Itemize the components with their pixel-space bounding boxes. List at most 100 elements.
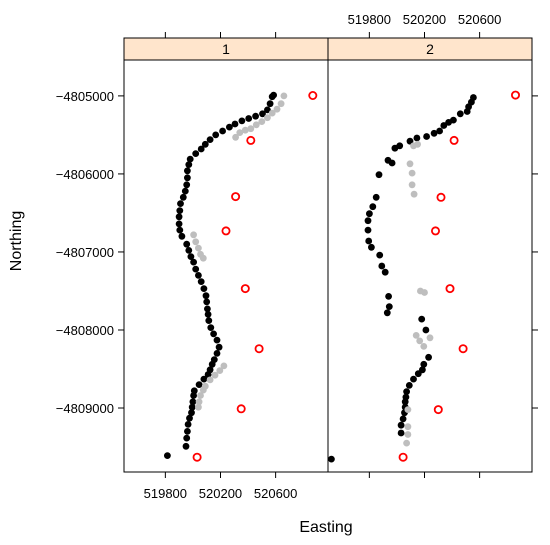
y-axis-title: Northing [8,211,25,271]
point-black [192,265,200,273]
point-grey [408,169,416,177]
point-black [188,403,196,411]
point-grey [195,403,202,411]
point-grey [403,439,410,447]
y-tick-label: −4805000 [56,89,114,104]
point-grey [195,398,203,406]
point-grey [420,343,428,350]
point-black [175,220,183,228]
point-black [200,375,208,383]
point-black [383,309,391,317]
point-black [376,251,384,259]
point-red [458,344,468,354]
point-black [397,421,405,429]
x-axis-title: Easting [299,519,352,536]
point-black [365,237,373,245]
point-black [206,366,214,374]
point-black [231,120,239,128]
point-black [399,415,407,423]
point-red [240,284,250,294]
point-black [420,360,428,368]
point-red [510,90,520,100]
point-red [433,405,443,415]
point-black [422,326,430,334]
point-black [201,140,209,148]
point-red [308,91,318,101]
point-black [212,131,220,139]
point-grey [268,109,276,117]
point-black [210,330,218,338]
point-black [436,127,443,135]
point-black [205,317,213,324]
point-grey [232,133,240,141]
point-black [176,226,184,234]
point-black [364,217,372,225]
y-tick-label: −4808000 [56,323,114,338]
point-black [164,452,171,459]
point-black [184,421,192,428]
point-black [213,336,221,344]
point-red [449,135,459,145]
point-red [192,452,202,462]
point-black [204,305,211,313]
point-grey [192,238,200,246]
point-grey [404,431,412,438]
tick-marks [118,32,538,478]
point-black [195,381,203,388]
point-grey [190,231,198,239]
point-black [402,393,410,401]
point-black [430,129,438,137]
point-grey [410,190,418,198]
point-black [388,159,396,167]
point-black [185,161,193,169]
point-black [186,414,193,422]
point-black [259,110,266,118]
point-black [450,116,457,124]
point-red [236,404,246,414]
point-red [436,192,446,202]
point-black [413,134,421,142]
point-black [396,142,404,150]
point-grey [195,244,202,252]
point-black [405,382,413,389]
point-grey [416,337,424,345]
point-black [366,210,373,218]
point-grey [414,140,421,148]
panel-frame-1 [123,59,329,473]
point-black [183,434,191,442]
point-black [226,123,233,131]
point-black [188,409,195,417]
y-tick-label: −4806000 [56,167,114,182]
y-tick-label: −4807000 [56,245,114,260]
data-points [164,90,520,463]
strip-label-1: 1 [222,41,230,57]
point-grey [412,332,420,339]
point-black [189,398,197,406]
point-black [245,115,253,122]
point-grey [258,118,266,125]
point-black [181,187,189,195]
point-black [397,429,405,437]
x-tick-label-bottom: 519800 [144,486,187,501]
x-tick-label-top: 520200 [403,12,446,27]
point-black [207,324,215,331]
point-grey [404,423,412,431]
point-black [202,292,210,300]
point-black [419,366,426,374]
point-black [187,253,195,260]
point-black [182,442,190,450]
point-black [364,226,372,234]
x-tick-label-bottom: 520200 [199,486,242,501]
strip-label-2: 2 [426,41,434,57]
point-black [403,388,410,395]
point-red [231,192,241,202]
point-grey [408,181,416,189]
point-black [385,303,393,310]
point-black [183,240,191,248]
point-black [418,315,426,323]
point-black [184,167,191,175]
point-black [175,213,183,221]
point-red [246,135,256,145]
point-black [210,356,218,363]
point-black [266,100,274,108]
